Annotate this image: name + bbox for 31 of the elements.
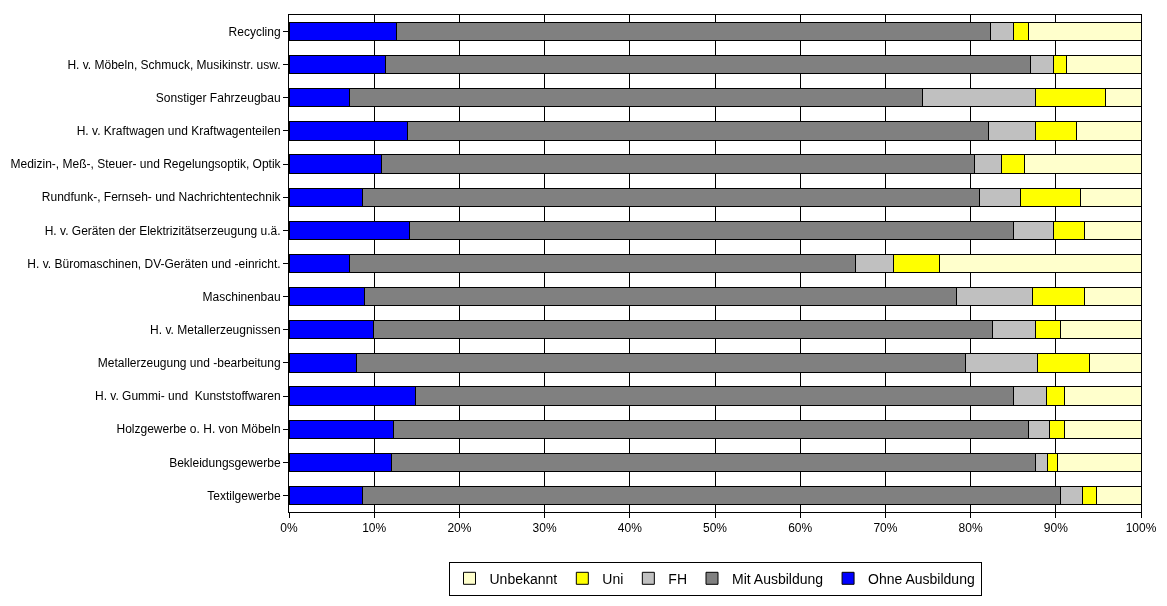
x-tick-label: 60%: [788, 521, 813, 536]
x-tick-label: 20%: [447, 521, 472, 536]
x-tick-label: 50%: [702, 521, 728, 536]
y-tick-label: H. v. Gummi- und Kunststoffwaren: [94, 389, 281, 404]
y-tick-label: Sonstiger Fahrzeugbau: [155, 91, 281, 106]
x-tick-label: 30%: [532, 521, 557, 536]
y-tick-label: Textilgewerbe: [207, 488, 281, 503]
y-tick-label: Recycling: [228, 24, 281, 39]
legend-label: Ohne Ausbildung: [868, 570, 975, 587]
x-tick-label: 80%: [958, 521, 983, 536]
legend-label: Unbekannt: [489, 570, 558, 587]
legend-label: Uni: [602, 570, 624, 587]
y-tick-label: Metallerzeugung und -bearbeitung: [97, 356, 281, 371]
x-tick-label: 10%: [362, 521, 387, 536]
y-tick-label: H. v. Geräten der Elektrizitätserzeugung u.ä.: [44, 223, 281, 238]
x-tick-label: 40%: [617, 521, 643, 536]
y-tick-label: Medizin-, Meß-, Steuer- und Regelungsoptik, Optik: [10, 157, 282, 172]
legend-label: FH: [668, 570, 688, 587]
x-tick-label: 70%: [873, 521, 898, 536]
x-tick-label: 100%: [1125, 521, 1157, 536]
y-tick-label: H. v. Möbeln, Schmuck, Musikinstr. usw.: [67, 57, 281, 72]
y-tick-label: H. v. Büromaschinen, DV-Geräten und -einricht.: [27, 256, 281, 271]
legend-label: Mit Ausbildung: [732, 570, 824, 587]
x-tick-label: 90%: [1043, 521, 1069, 536]
y-tick-label: H. v. Kraftwagen und Kraftwagenteilen: [76, 124, 281, 139]
y-tick-label: H. v. Metallerzeugnissen: [150, 322, 281, 337]
y-tick-label: Bekleidungsgewerbe: [169, 455, 281, 470]
x-tick-label: 0%: [280, 521, 298, 536]
y-tick-label: Maschinenbau: [202, 289, 281, 304]
y-tick-label: Holzgewerbe o. H. von Möbeln: [116, 422, 281, 437]
y-tick-label: Rundfunk-, Fernseh- und Nachrichtentechnik: [41, 190, 282, 205]
